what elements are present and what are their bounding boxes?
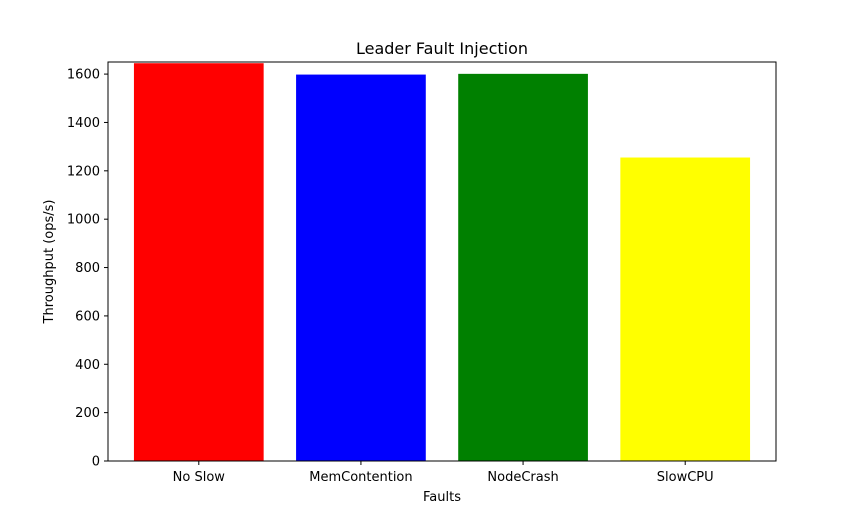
y-tick-label: 200 [75, 406, 100, 421]
bar-no-slow [133, 63, 264, 461]
y-tick-label: 0 [92, 455, 100, 470]
y-axis: 0 200 400 600 800 1000 1200 1400 1600 [67, 68, 108, 470]
y-axis-label: Throughput (ops/s) [42, 200, 57, 325]
y-tick-label: 1000 [67, 213, 100, 228]
bar-nodecrash [458, 73, 588, 461]
x-tick-label: MemContention [309, 470, 412, 485]
y-tick-label: 1200 [67, 164, 100, 179]
y-tick-label: 600 [75, 309, 100, 324]
bars-group [133, 63, 751, 461]
x-tick-label: SlowCPU [657, 470, 714, 485]
bar-memcontention [296, 74, 426, 461]
y-tick-label: 1400 [67, 116, 100, 131]
x-tick-label: No Slow [173, 470, 226, 485]
plot-frame [107, 61, 777, 462]
x-axis-label: Faults [423, 490, 461, 505]
bar-slowcpu [620, 157, 751, 461]
y-tick-label: 1600 [67, 68, 100, 83]
x-tick-label: NodeCrash [487, 470, 558, 485]
x-axis: No Slow MemContention NodeCrash SlowCPU [173, 461, 714, 485]
chart-title: Leader Fault Injection [356, 39, 528, 58]
y-tick-label: 800 [75, 261, 100, 276]
y-tick-label: 400 [75, 358, 100, 373]
